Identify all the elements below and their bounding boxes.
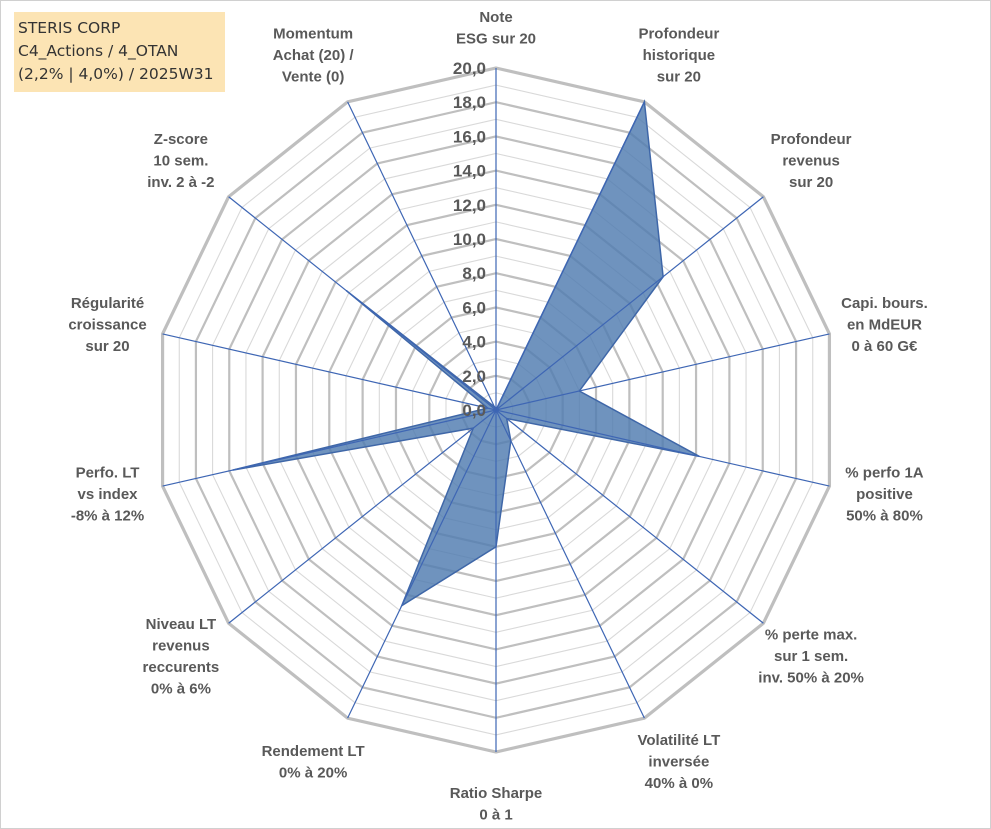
axis-spoke: [495, 409, 645, 719]
axis-spoke: [228, 196, 497, 411]
axis-label: Régularité croissance sur 20: [68, 295, 146, 355]
axis-label: Rendement LT 0% à 20%: [262, 743, 365, 782]
tick-label: 6,0: [462, 298, 486, 317]
axis-spoke: [495, 196, 764, 411]
axis-label: Profondeur revenus sur 20: [771, 131, 852, 191]
axis-label: Ratio Sharpe 0 à 1: [450, 785, 543, 824]
tick-label: 8,0: [462, 264, 486, 283]
axis-label: % perte max. sur 1 sem. inv. 50% à 20%: [758, 627, 864, 687]
tick-label: 18,0: [453, 93, 486, 112]
tick-label: 0,0: [462, 401, 486, 420]
axis-label: Profondeur historique sur 20: [638, 25, 719, 85]
tick-label: 20,0: [453, 59, 486, 78]
tick-label: 16,0: [453, 127, 486, 146]
axis-spoke: [495, 101, 645, 411]
axis-label: Volatilité LT inversée 40% à 0%: [637, 732, 720, 792]
radar-tick-labels: 0,0 2,0 4,0 6,0 8,0 10,0 12,0 14,0 16,0 18,0 20,0: [453, 59, 486, 420]
axis-spoke: [162, 333, 497, 411]
tick-label: 14,0: [453, 162, 486, 181]
axis-label: Z-score 10 sem. inv. 2 à -2: [147, 131, 214, 191]
tick-label: 12,0: [453, 196, 486, 215]
company-name: STERIS CORP: [18, 19, 121, 37]
axis-spoke: [347, 101, 497, 411]
radar-axis-labels: Note ESG sur 20 Profondeur historique sur 20…: [68, 9, 927, 824]
axis-spoke: [228, 409, 497, 624]
tick-label: 10,0: [453, 230, 486, 249]
axis-label: Capi. bours. en MdEUR 0 à 60 G€: [841, 295, 928, 355]
tick-label: 2,0: [462, 367, 486, 386]
axis-spoke: [495, 333, 830, 411]
axis-label: Note ESG sur 20: [456, 9, 536, 48]
axis-label: % perfo 1A positive 50% à 80%: [845, 464, 924, 524]
axis-spoke: [495, 409, 764, 624]
portfolio-label: C4_Actions / 4_OTAN: [18, 42, 179, 60]
axis-label: Niveau LT revenus reccurents 0% à 6%: [143, 616, 220, 698]
tick-label: 4,0: [462, 333, 486, 352]
axis-spoke: [347, 409, 497, 719]
axis-spoke: [162, 409, 497, 487]
axis-spoke: [495, 409, 830, 487]
chart-info-box: STERIS CORP C4_Actions / 4_OTAN (2,2% | …: [14, 12, 225, 92]
axis-label: Momentum Achat (20) / Vente (0): [273, 25, 355, 85]
period-label: (2,2% | 4,0%) / 2025W31: [18, 65, 214, 83]
axis-label: Perfo. LT vs index -8% à 12%: [71, 464, 144, 524]
radar-spokes: [162, 68, 830, 752]
